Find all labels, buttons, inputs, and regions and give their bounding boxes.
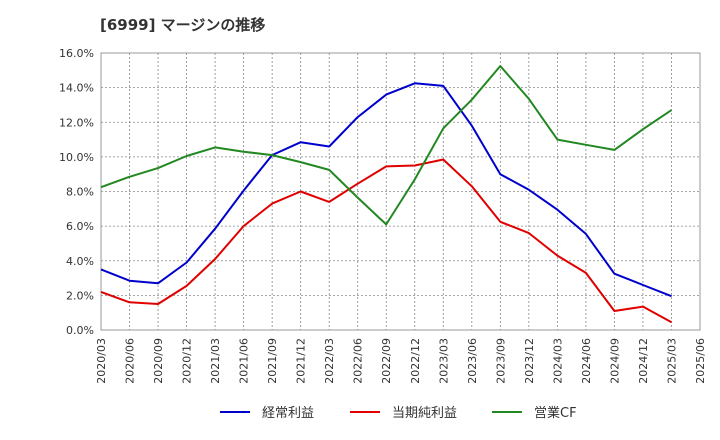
x-tick-label: 2023/09	[494, 338, 507, 384]
axes: 0.0% 2.0% 4.0% 6.0% 8.0% 10.0% 12.0% 14.0% 16.0%…	[59, 47, 707, 384]
y-tick-label: 0.0%	[66, 324, 94, 337]
x-tick-label: 2023/06	[466, 338, 479, 384]
x-tick-label: 2022/06	[352, 338, 365, 384]
x-tick-label: 2020/12	[181, 338, 194, 384]
x-tick-label: 2021/06	[238, 338, 251, 384]
y-tick-label: 16.0%	[59, 47, 94, 60]
x-tick-label: 2021/03	[209, 338, 222, 384]
y-tick-label: 10.0%	[59, 151, 94, 164]
series-line-2	[100, 65, 673, 226]
y-tick-label: 12.0%	[59, 116, 94, 129]
x-tick-label: 2021/09	[266, 338, 279, 384]
x-tick-label: 2022/03	[323, 338, 336, 384]
x-tick-label: 2024/03	[551, 338, 564, 384]
legend-label: 営業CF	[534, 405, 577, 421]
y-tick-label: 8.0%	[66, 186, 94, 199]
chart-title: [6999] マージンの推移	[100, 16, 265, 34]
x-tick-label: 2023/12	[523, 338, 536, 384]
legend: 経常利益 当期純利益 営業CF	[220, 405, 577, 421]
x-tick-label: 2022/09	[380, 338, 393, 384]
y-tick-label: 6.0%	[66, 220, 94, 233]
x-tick-label: 2024/06	[580, 338, 593, 384]
x-tick-label: 2020/09	[152, 338, 165, 384]
y-tick-label: 4.0%	[66, 255, 94, 268]
legend-label: 経常利益	[262, 406, 314, 421]
series-line-0	[100, 82, 672, 298]
x-tick-label: 2023/03	[437, 338, 450, 384]
series-line-1	[100, 158, 672, 324]
series	[100, 65, 673, 324]
x-tick-label: 2024/09	[608, 338, 621, 384]
x-tick-label: 2024/12	[637, 338, 650, 384]
plot-area	[100, 52, 701, 331]
x-tick-label: 2020/06	[124, 338, 137, 384]
x-tick-label: 2021/12	[295, 338, 308, 384]
x-tick-label: 2025/03	[665, 338, 678, 384]
y-tick-label: 14.0%	[59, 82, 94, 95]
legend-label: 当期純利益	[392, 406, 457, 421]
x-tick-label: 2025/06	[694, 338, 707, 384]
y-tick-label: 2.0%	[66, 289, 94, 302]
x-tick-label: 2022/12	[409, 338, 422, 384]
x-tick-label: 2020/03	[95, 338, 108, 384]
